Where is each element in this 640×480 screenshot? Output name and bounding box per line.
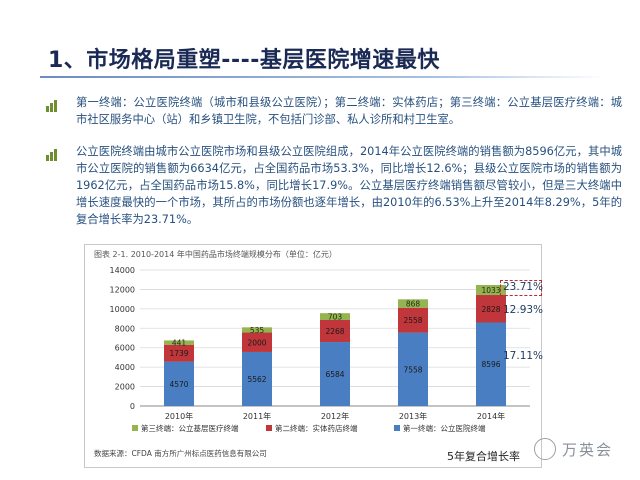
y-tick-label-3: 6000 [115,344,135,353]
x-tick-label-2: 2012年 [321,411,349,421]
bar-s2-4 [476,295,506,323]
legend-label-2: 第二终端：实体药店终端 [275,423,358,433]
legend-swatch-3 [132,425,138,431]
data-label-s1-4: 8596 [481,360,500,369]
data-label-s3-4: 1033 [481,286,500,295]
chart-frame [84,244,542,468]
legend-swatch-1 [394,425,400,431]
chart-caption: 图表 2-1. 2010-2014 年中国药品市场终端规模分布（单位：亿元） [94,250,337,259]
bar-s1-0 [164,361,194,406]
data-label-s1-3: 7558 [403,365,422,374]
data-label-s1-2: 6584 [325,370,344,379]
legend-label-1: 第一终端：公立医院终端 [403,423,486,433]
data-label-s1-0: 4570 [169,380,188,389]
legend-swatch-2 [266,425,272,431]
x-tick-label-0: 2010年 [165,411,193,421]
cagr-terminal2: 12.93% [503,304,544,316]
bar-s3-1 [242,327,272,333]
data-label-s3-3: 868 [406,300,421,309]
data-label-s1-1: 5562 [247,375,266,384]
bar-s2-3 [398,307,428,333]
data-label-s2-0: 1739 [169,349,188,358]
bullet-icon-1 [46,100,60,112]
bar-s2-2 [320,320,350,343]
source-note: 数据来源：CFDA 南方所广州标点医药信息有限公司 [94,449,267,458]
data-label-s2-4: 2828 [481,305,500,314]
data-label-s2-2: 2268 [325,327,344,336]
bar-s3-4 [476,284,506,296]
y-tick-label-0: 0 [130,402,135,411]
y-tick-label-2: 4000 [115,363,135,372]
bullet-text-1: 第一终端：公立医院终端（城市和县级公立医院）；第二终端：实体药店；第三终端：公立… [76,96,622,126]
page-title: 1、市场格局重塑----基层医院增速最快 [48,48,440,73]
bullet-icon-2 [46,149,60,161]
bar-s3-2 [320,313,350,321]
title-divider [40,76,606,78]
bar-s2-0 [164,344,194,362]
bar-s1-3 [398,332,428,406]
bar-s3-0 [164,340,194,345]
data-label-s3-2: 703 [328,313,343,322]
watermark-text: 万英会 [562,441,614,459]
wechat-icon [534,438,556,460]
stacked-bar-chart: 0 2000 4000 6000 8000 10000 12000 14000 4570 1739… [110,266,530,433]
data-label-s3-1: 535 [250,326,265,335]
data-label-s3-0: 441 [172,339,187,348]
x-tick-label-3: 2013年 [399,411,427,421]
cagr-terminal3: 23.71% [503,281,544,293]
cagr-terminal1: 17.11% [503,350,544,362]
cagr-label: 5年复合增长率 [447,450,520,463]
x-tick-label-1: 2011年 [243,411,271,421]
y-tick-label-6: 12000 [110,285,135,294]
y-tick-label-4: 8000 [115,324,135,333]
y-tick-label-5: 10000 [110,305,135,314]
y-tick-label-1: 2000 [115,383,135,392]
bar-s1-4 [476,322,506,406]
bar-s1-1 [242,351,272,406]
cagr-highlight-box [500,280,542,296]
bar-s2-1 [242,332,272,352]
x-tick-label-4: 2014年 [477,411,505,421]
data-label-s2-1: 2000 [247,338,266,347]
data-label-s2-3: 2558 [403,316,422,325]
bar-s3-3 [398,299,428,308]
watermark: 万英会 [534,436,634,462]
legend-label-3: 第三终端：公立基层医疗终端 [141,423,239,433]
y-tick-label-7: 14000 [110,266,135,275]
bar-s1-2 [320,342,350,406]
bullet-text-2: 公立医院终端由城市公立医院市场和县级公立医院组成，2014年公立医院终端的销售额… [76,145,622,226]
